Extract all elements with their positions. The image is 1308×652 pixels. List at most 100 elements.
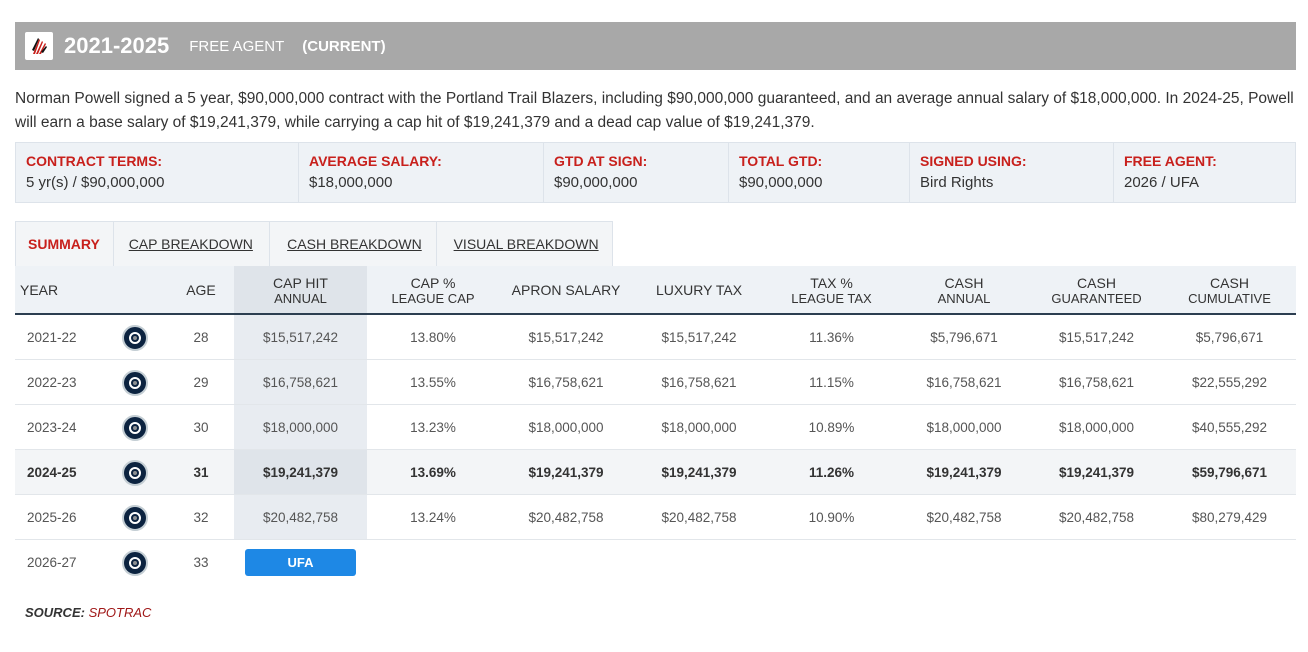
- col-cash-annual: CASH ANNUAL: [937, 274, 991, 306]
- table-header: YEAR AGE CAP HIT ANNUAL CAP % LEAGUE CAP A…: [15, 266, 1296, 315]
- term-label: GTD AT SIGN:: [554, 153, 648, 169]
- cash-guaranteed-cell: $18,000,000: [1058, 420, 1135, 435]
- col-cash-guaranteed: CASH GUARANTEED: [1051, 274, 1142, 306]
- col-cash-cumulative: CASH CUMULATIVE: [1188, 274, 1271, 306]
- cash-cumulative-cell: $80,279,429: [1191, 510, 1268, 525]
- term-label: SIGNED USING:: [920, 153, 1027, 169]
- clippers-icon: [122, 369, 148, 396]
- tax-pct-cell: 11.36%: [809, 330, 854, 345]
- luxury-tax-cell: $19,241,379: [661, 465, 737, 480]
- cap-hit-cell: $15,517,242: [262, 330, 339, 345]
- term-value: $18,000,000: [309, 174, 393, 191]
- col-cap-hit: CAP HIT ANNUAL: [273, 274, 328, 306]
- team-cell: [121, 450, 149, 495]
- apron-salary-cell: $15,517,242: [528, 330, 604, 345]
- luxury-tax-cell: $18,000,000: [661, 420, 737, 435]
- cash-annual-cell: $20,482,758: [926, 510, 1002, 525]
- year-cell: 2025-26: [27, 510, 77, 525]
- term-gtd-at-sign: GTD AT SIGN: $90,000,000: [544, 143, 729, 202]
- luxury-tax-cell: $16,758,621: [661, 375, 737, 390]
- age-cell: 29: [193, 375, 209, 390]
- luxury-tax-cell: $15,517,242: [661, 330, 737, 345]
- cash-annual-cell: $19,241,379: [926, 465, 1002, 480]
- tab-cash-breakdown[interactable]: CASH BREAKDOWN: [270, 222, 437, 266]
- age-cell: 30: [193, 420, 209, 435]
- source-link[interactable]: SPOTRAC: [88, 605, 152, 620]
- age-cell: 31: [193, 465, 209, 480]
- tax-pct-cell: 11.26%: [808, 465, 855, 480]
- cap-hit-cell: $18,000,000: [262, 420, 339, 435]
- cash-cumulative-cell: $59,796,671: [1191, 465, 1268, 480]
- term-average-salary: AVERAGE SALARY: $18,000,000: [299, 143, 544, 202]
- term-value: $90,000,000: [739, 174, 823, 191]
- ufa-badge: UFA: [245, 549, 356, 576]
- year-cell: 2022-23: [27, 375, 77, 390]
- table-row: 2021-22 28 $15,517,242 13.80% $15,517,242 $15…: [15, 315, 1296, 360]
- contract-years: 2021-2025: [64, 33, 170, 58]
- clippers-icon: [122, 324, 148, 351]
- team-cell: [121, 360, 149, 405]
- cap-hit-cell: $16,758,621: [262, 375, 339, 390]
- cash-annual-cell: $16,758,621: [926, 375, 1002, 390]
- cash-guaranteed-cell: $20,482,758: [1058, 510, 1135, 525]
- apron-salary-cell: $19,241,379: [528, 465, 604, 480]
- source-credit: SOURCE: SPOTRAC: [25, 605, 151, 620]
- cap-pct-cell: 13.24%: [410, 510, 456, 525]
- term-label: AVERAGE SALARY:: [309, 153, 442, 169]
- cap-pct-cell: 13.80%: [410, 330, 456, 345]
- term-value: $90,000,000: [554, 174, 638, 191]
- contract-status: (CURRENT): [302, 37, 386, 55]
- trail-blazers-logo-icon: [25, 32, 53, 60]
- team-cell: [121, 540, 149, 585]
- col-cap-pct: CAP % LEAGUE CAP: [391, 274, 475, 306]
- contract-header: 2021-2025 FREE AGENT (CURRENT): [15, 22, 1296, 70]
- ufa-cell: UFA: [234, 540, 367, 585]
- year-cell: 2024-25: [27, 465, 77, 480]
- term-value: Bird Rights: [920, 174, 994, 191]
- term-label: CONTRACT TERMS:: [26, 153, 163, 169]
- cap-hit-cell: $20,482,758: [262, 510, 339, 525]
- cash-annual-cell: $18,000,000: [926, 420, 1002, 435]
- contract-type: FREE AGENT: [189, 37, 285, 55]
- table-row: 2024-25 31 $19,241,379 13.69% $19,241,379 $19…: [15, 450, 1296, 495]
- year-cell: 2026-27: [27, 555, 77, 570]
- table-row-ufa: 2026-27 33 UFA: [15, 540, 1296, 585]
- cash-cumulative-cell: $5,796,671: [1195, 330, 1264, 345]
- age-cell: 33: [193, 555, 209, 570]
- apron-salary-cell: $16,758,621: [528, 375, 604, 390]
- source-label: SOURCE:: [25, 605, 85, 620]
- cap-pct-cell: 13.23%: [410, 420, 456, 435]
- age-cell: 28: [193, 330, 209, 345]
- col-age: AGE: [186, 282, 216, 298]
- cash-annual-cell: $5,796,671: [930, 330, 998, 345]
- term-contract-terms: CONTRACT TERMS: 5 yr(s) / $90,000,000: [16, 143, 299, 202]
- team-cell: [121, 495, 149, 540]
- contract-summary-table: YEAR AGE CAP HIT ANNUAL CAP % LEAGUE CAP A…: [15, 266, 1296, 585]
- tab-cap-breakdown[interactable]: CAP BREAKDOWN: [114, 222, 271, 266]
- age-cell: 32: [193, 510, 209, 525]
- cash-guaranteed-cell: $19,241,379: [1058, 465, 1135, 480]
- term-value: 2026 / UFA: [1124, 174, 1200, 191]
- cash-cumulative-cell: $22,555,292: [1191, 375, 1268, 390]
- year-cell: 2023-24: [27, 420, 77, 435]
- term-total-gtd: TOTAL GTD: $90,000,000: [729, 143, 910, 202]
- cash-guaranteed-cell: $16,758,621: [1058, 375, 1135, 390]
- term-label: TOTAL GTD:: [739, 153, 823, 169]
- luxury-tax-cell: $20,482,758: [661, 510, 737, 525]
- tax-pct-cell: 10.89%: [808, 420, 855, 435]
- breakdown-tabs: SUMMARY CAP BREAKDOWN CASH BREAKDOWN VIS…: [15, 221, 613, 266]
- tab-visual-breakdown[interactable]: VISUAL BREAKDOWN: [453, 236, 599, 252]
- description-line-2: will earn a base salary of $19,241,379, …: [15, 114, 815, 131]
- col-apron-salary: APRON SALARY: [511, 282, 621, 298]
- term-value: 5 yr(s) / $90,000,000: [26, 174, 165, 191]
- col-tax-pct: TAX % LEAGUE TAX: [791, 274, 872, 306]
- table-row: 2023-24 30 $18,000,000 13.23% $18,000,000 $18…: [15, 405, 1296, 450]
- tab-summary[interactable]: SUMMARY: [16, 222, 114, 266]
- table-row: 2022-23 29 $16,758,621 13.55% $16,758,621 $16…: [15, 360, 1296, 405]
- tax-pct-cell: 10.90%: [808, 510, 855, 525]
- tax-pct-cell: 11.15%: [809, 375, 854, 390]
- term-signed-using: SIGNED USING: Bird Rights: [910, 143, 1114, 202]
- apron-salary-cell: $18,000,000: [528, 420, 604, 435]
- cash-guaranteed-cell: $15,517,242: [1058, 330, 1135, 345]
- col-luxury-tax: LUXURY TAX: [655, 282, 743, 298]
